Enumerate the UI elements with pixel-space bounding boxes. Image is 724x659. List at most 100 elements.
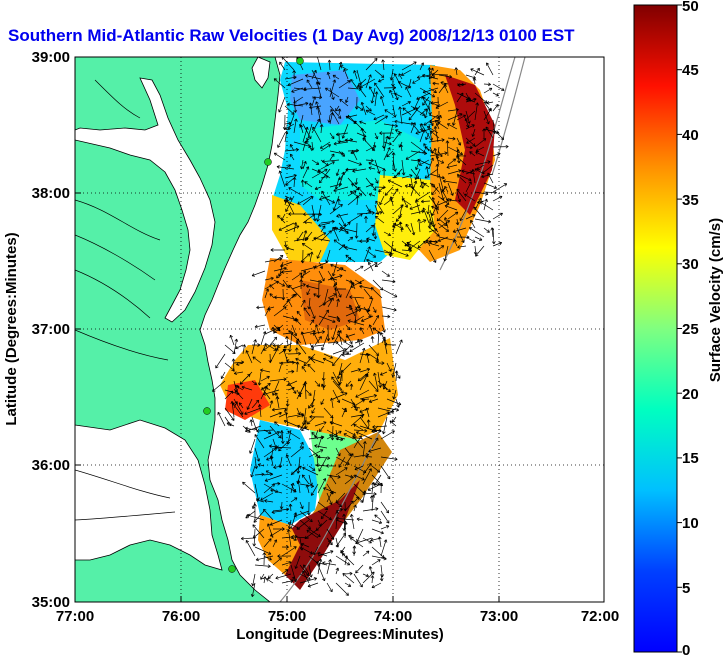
velocity-vector [398, 221, 403, 233]
velocity-vector [303, 353, 316, 367]
velocity-vector [303, 307, 311, 317]
velocity-vector [333, 284, 338, 299]
velocity-vector [281, 569, 289, 575]
velocity-vector [326, 324, 331, 342]
velocity-vector [465, 214, 476, 220]
velocity-vector [299, 546, 313, 555]
velocity-vector [342, 573, 355, 584]
velocity-vector [470, 219, 476, 229]
velocity-vector [465, 110, 471, 124]
velocity-vector [291, 324, 298, 337]
velocity-vector [428, 239, 439, 244]
velocity-vector [260, 343, 267, 355]
velocity-vector [388, 123, 394, 140]
velocity-vector [212, 380, 226, 392]
velocity-vector [383, 141, 392, 146]
velocity-vector [319, 195, 331, 201]
velocity-vector [353, 504, 357, 512]
velocity-vector [305, 389, 312, 396]
x-tick-label: 75:00 [268, 608, 306, 625]
velocity-vector [272, 507, 290, 512]
velocity-vector [483, 110, 490, 125]
tick-marks [74, 56, 605, 603]
velocity-vector [235, 344, 244, 350]
velocity-vector [311, 407, 316, 414]
velocity-vector [320, 230, 332, 242]
velocity-vector [302, 466, 319, 476]
velocity-vector [280, 261, 293, 268]
velocity-vector [335, 168, 340, 177]
velocity-vector [383, 147, 391, 161]
velocity-vector [447, 136, 456, 141]
velocity-vector [320, 225, 326, 233]
velocity-vector [360, 127, 367, 143]
velocity-vector [383, 231, 392, 237]
velocity-vector [300, 265, 317, 272]
velocity-vector [464, 193, 476, 202]
velocity-vector [386, 362, 392, 372]
velocity-vector [395, 129, 403, 134]
velocity-vector [414, 168, 421, 180]
velocity-vector [295, 361, 300, 373]
velocity-vector [345, 333, 356, 339]
velocity-vector [277, 554, 292, 558]
velocity-vector [281, 561, 292, 566]
velocity-vector [420, 123, 431, 139]
velocity-vector [300, 249, 305, 264]
velocity-vector [314, 444, 328, 449]
velocity-vector [465, 181, 472, 193]
velocity-vector [299, 501, 304, 510]
velocity-vector [431, 197, 439, 215]
velocity-vector [311, 232, 327, 242]
velocity-vector [481, 173, 494, 179]
velocity-vector [370, 575, 375, 584]
velocity-vector [365, 249, 377, 258]
velocity-vector [368, 398, 379, 403]
velocity-vector [365, 224, 375, 233]
velocity-vector [318, 270, 325, 282]
velocity-vector [443, 84, 449, 94]
velocity-vector [299, 573, 311, 580]
velocity-vector [423, 240, 440, 247]
velocity-vector [301, 365, 307, 373]
velocity-vector [349, 383, 354, 391]
velocity-vector [386, 407, 400, 412]
velocity-vector [392, 389, 397, 400]
velocity-vector [475, 146, 485, 152]
velocity-vector [311, 69, 317, 80]
velocity-vector [372, 315, 380, 326]
velocity-vector [359, 373, 369, 391]
velocity-vector [290, 512, 298, 530]
velocity-vector [269, 425, 282, 439]
velocity-vector [288, 284, 302, 299]
velocity-vector [394, 370, 399, 382]
velocity-vector [428, 157, 434, 170]
colorbar-label: Surface Velocity (cm/s) [707, 218, 724, 382]
velocity-vector [266, 456, 274, 461]
velocity-vector [329, 204, 343, 215]
velocity-vector [303, 87, 322, 91]
velocity-vector [437, 159, 445, 164]
velocity-vector [269, 347, 279, 364]
velocity-vector [370, 336, 375, 344]
velocity-vector [370, 537, 382, 542]
velocity-vector [295, 319, 302, 326]
velocity-vector [419, 123, 424, 132]
velocity-vector [379, 131, 394, 135]
velocity-vector [271, 407, 289, 412]
velocity-vector [468, 227, 485, 238]
velocity-vector [278, 222, 295, 231]
velocity-vector [338, 171, 345, 188]
velocity-vector [368, 161, 385, 170]
velocity-vector [338, 371, 343, 385]
velocity-vector [374, 210, 383, 215]
velocity-vector [317, 501, 329, 511]
velocity-vector [287, 519, 292, 530]
velocity-vector [336, 288, 342, 298]
velocity-vector [374, 91, 379, 107]
velocity-vector [315, 101, 322, 116]
velocity-vector [353, 496, 360, 503]
velocity-vector [245, 510, 256, 519]
velocity-vector [492, 144, 509, 149]
